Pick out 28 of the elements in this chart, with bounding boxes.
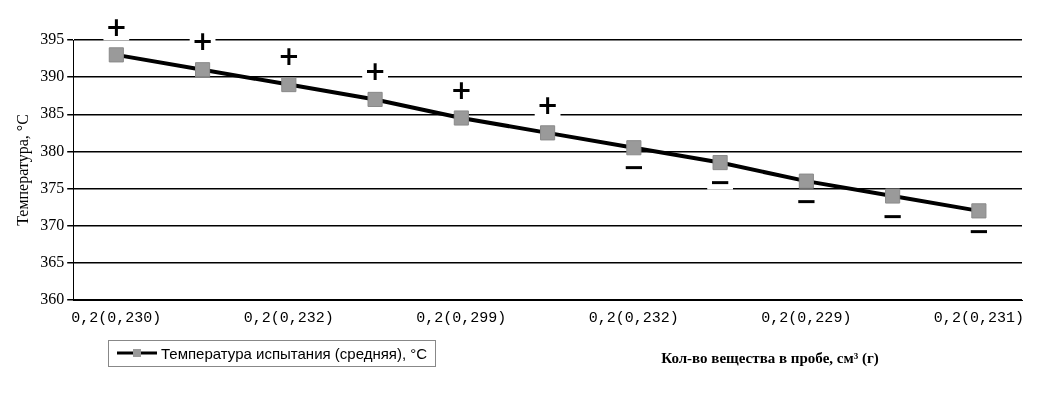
y-tick-label: 390 bbox=[40, 67, 65, 85]
data-label: − bbox=[709, 167, 732, 198]
x-tick-label: 0,2(0,230) bbox=[71, 309, 162, 327]
y-tick-label: 370 bbox=[40, 215, 65, 233]
data-label: + bbox=[277, 41, 300, 72]
y-tick-label: 385 bbox=[40, 104, 65, 122]
x-tick-label: 0,2(0,299) bbox=[416, 309, 507, 327]
data-label: + bbox=[450, 74, 473, 105]
y-tick-label: 380 bbox=[40, 141, 65, 159]
x-tick-label: 0,2(0,231) bbox=[933, 309, 1024, 327]
data-label: − bbox=[622, 152, 645, 183]
x-tick-label: 0,2(0,229) bbox=[761, 309, 852, 327]
x-tick-label: 0,2(0,232) bbox=[243, 309, 334, 327]
data-label: − bbox=[795, 185, 818, 216]
data-label: − bbox=[881, 200, 904, 231]
data-label: + bbox=[364, 56, 386, 87]
x-tick-label: 0,2(0,232) bbox=[588, 309, 679, 327]
data-label: − bbox=[967, 215, 990, 246]
legend-label: Температура испытания (средняя), °С bbox=[161, 345, 428, 362]
y-axis-title: Температура, °С bbox=[13, 114, 32, 226]
y-tick-label: 375 bbox=[40, 178, 65, 196]
data-label: + bbox=[105, 11, 128, 42]
x-axis-title: Кол-во вещества в пробе, см³ (г) bbox=[660, 350, 880, 367]
y-tick-label: 360 bbox=[40, 290, 65, 308]
y-tick-label: 395 bbox=[40, 30, 65, 48]
data-label: + bbox=[536, 89, 559, 120]
data-label: + bbox=[191, 26, 214, 57]
y-tick-label: 365 bbox=[40, 253, 65, 271]
